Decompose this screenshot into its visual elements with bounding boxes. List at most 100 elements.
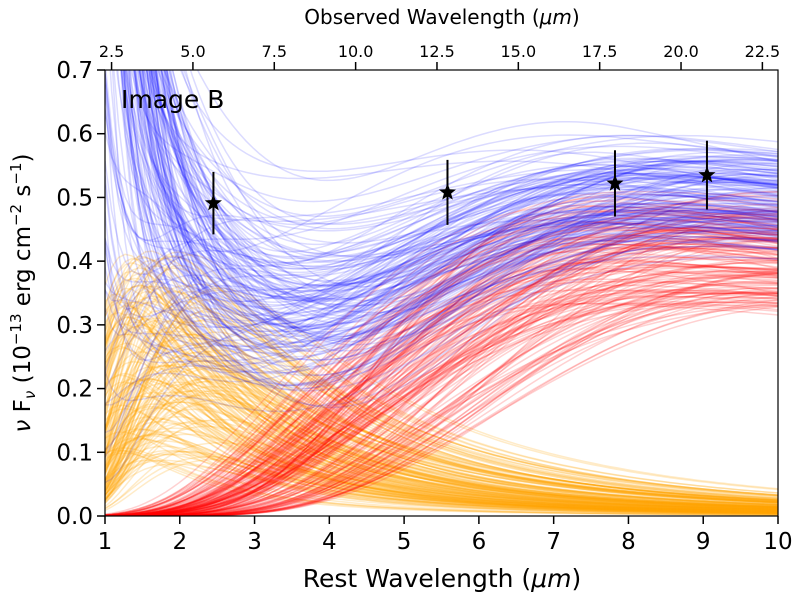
warm-component-curve bbox=[105, 269, 778, 516]
warm-component-curve bbox=[105, 223, 778, 516]
hot-component-curve bbox=[105, 407, 778, 515]
total-model-curve bbox=[164, 70, 778, 329]
total-model-curve bbox=[166, 70, 778, 286]
warm-component-curve bbox=[105, 235, 778, 516]
total-model-curve bbox=[105, 171, 778, 342]
total-model-curve bbox=[147, 70, 778, 254]
total-model-curve bbox=[146, 70, 778, 307]
total-model-curve bbox=[105, 109, 778, 386]
warm-component-curve bbox=[105, 300, 778, 516]
hot-component-curve bbox=[105, 255, 778, 502]
total-model-curve bbox=[145, 70, 778, 298]
x-tick-label: 6 bbox=[472, 529, 487, 555]
hot-component-curve bbox=[105, 321, 778, 512]
warm-component-curve bbox=[105, 237, 778, 516]
total-model-curve bbox=[140, 70, 778, 346]
total-model-curve bbox=[134, 70, 778, 303]
y-tick-label: 0.1 bbox=[56, 440, 93, 466]
total-model-curve bbox=[133, 70, 778, 339]
total-model-curve bbox=[151, 70, 778, 336]
hot-component-curve bbox=[105, 379, 778, 513]
total-model-curve bbox=[109, 70, 778, 329]
top-x-tick-label: 20.0 bbox=[663, 42, 699, 61]
hot-component-curve bbox=[105, 378, 778, 512]
warm-component-curve bbox=[105, 237, 778, 516]
warm-component-curve bbox=[105, 226, 778, 516]
warm-component-curve bbox=[105, 236, 778, 516]
hot-component-curve bbox=[105, 366, 778, 512]
hot-component-curve bbox=[105, 401, 778, 509]
total-model-curve bbox=[134, 70, 778, 351]
total-model-curve bbox=[105, 108, 778, 264]
hot-component-curve bbox=[105, 319, 778, 500]
warm-component-curve bbox=[105, 299, 778, 516]
hot-component-curve bbox=[105, 296, 778, 500]
total-model-curve bbox=[122, 70, 778, 362]
hot-component-curve bbox=[105, 316, 778, 513]
warm-component-curve bbox=[105, 217, 778, 516]
x-tick-label: 7 bbox=[546, 529, 561, 555]
warm-component-curve bbox=[105, 296, 778, 516]
warm-component-curve bbox=[105, 272, 778, 516]
warm-component-curve bbox=[105, 258, 778, 516]
total-model-curve bbox=[111, 70, 778, 374]
warm-component-curve bbox=[105, 245, 778, 516]
hot-component-curve bbox=[105, 311, 778, 514]
total-model-curve bbox=[153, 70, 778, 287]
total-model-curve bbox=[122, 70, 778, 354]
total-model-curve bbox=[181, 70, 778, 258]
warm-component-curve bbox=[105, 282, 778, 516]
warm-component-curve bbox=[105, 261, 778, 516]
hot-component-curve bbox=[105, 389, 778, 504]
total-model-curve bbox=[139, 70, 778, 347]
hot-component-curve bbox=[105, 345, 778, 514]
hot-component-curve bbox=[105, 323, 778, 511]
warm-component-curve bbox=[105, 238, 778, 516]
warm-component-curve bbox=[105, 205, 778, 516]
hot-component-curve bbox=[105, 363, 778, 507]
hot-component-curve bbox=[105, 449, 778, 514]
warm-component-curve bbox=[105, 264, 778, 516]
observation-marker bbox=[698, 166, 716, 183]
warm-component-curve bbox=[105, 243, 778, 516]
total-model-curve bbox=[159, 70, 778, 258]
hot-component-curve bbox=[105, 343, 778, 504]
hot-component-curve bbox=[105, 309, 778, 508]
warm-component-curve bbox=[105, 231, 778, 516]
total-model-curve bbox=[105, 74, 778, 242]
warm-component-curve bbox=[105, 240, 778, 516]
total-model-curve bbox=[129, 70, 778, 314]
hot-component-curve bbox=[105, 449, 778, 516]
warm-component-curve bbox=[105, 234, 778, 516]
hot-component-curve bbox=[105, 378, 778, 514]
model-curves bbox=[105, 70, 778, 516]
warm-component-curve bbox=[105, 289, 778, 516]
x-tick-label: 2 bbox=[172, 529, 187, 555]
hot-component-curve bbox=[105, 352, 778, 504]
total-model-curve bbox=[157, 70, 778, 253]
hot-component-curve bbox=[105, 289, 778, 493]
hot-component-curve bbox=[105, 257, 778, 511]
warm-component-curve bbox=[105, 193, 778, 516]
total-model-curve bbox=[140, 70, 778, 321]
warm-component-curve bbox=[105, 208, 778, 516]
total-model-curve bbox=[153, 70, 778, 246]
hot-component-curve bbox=[105, 295, 778, 509]
hot-component-curve bbox=[105, 455, 778, 511]
hot-component-curve bbox=[105, 374, 778, 515]
total-model-curve bbox=[155, 70, 778, 407]
hot-component-curve bbox=[105, 251, 778, 500]
hot-component-curve bbox=[105, 463, 778, 514]
hot-component-curve bbox=[105, 300, 778, 502]
total-model-curve bbox=[154, 70, 778, 310]
hot-component-curve bbox=[105, 355, 778, 506]
warm-component-curve bbox=[105, 301, 778, 516]
hot-component-curve bbox=[105, 450, 778, 516]
hot-component-curve bbox=[105, 390, 778, 508]
hot-component-curve bbox=[105, 405, 778, 513]
hot-component-curve bbox=[105, 256, 778, 509]
total-model-curve bbox=[152, 70, 778, 342]
total-model-curve bbox=[133, 70, 778, 306]
